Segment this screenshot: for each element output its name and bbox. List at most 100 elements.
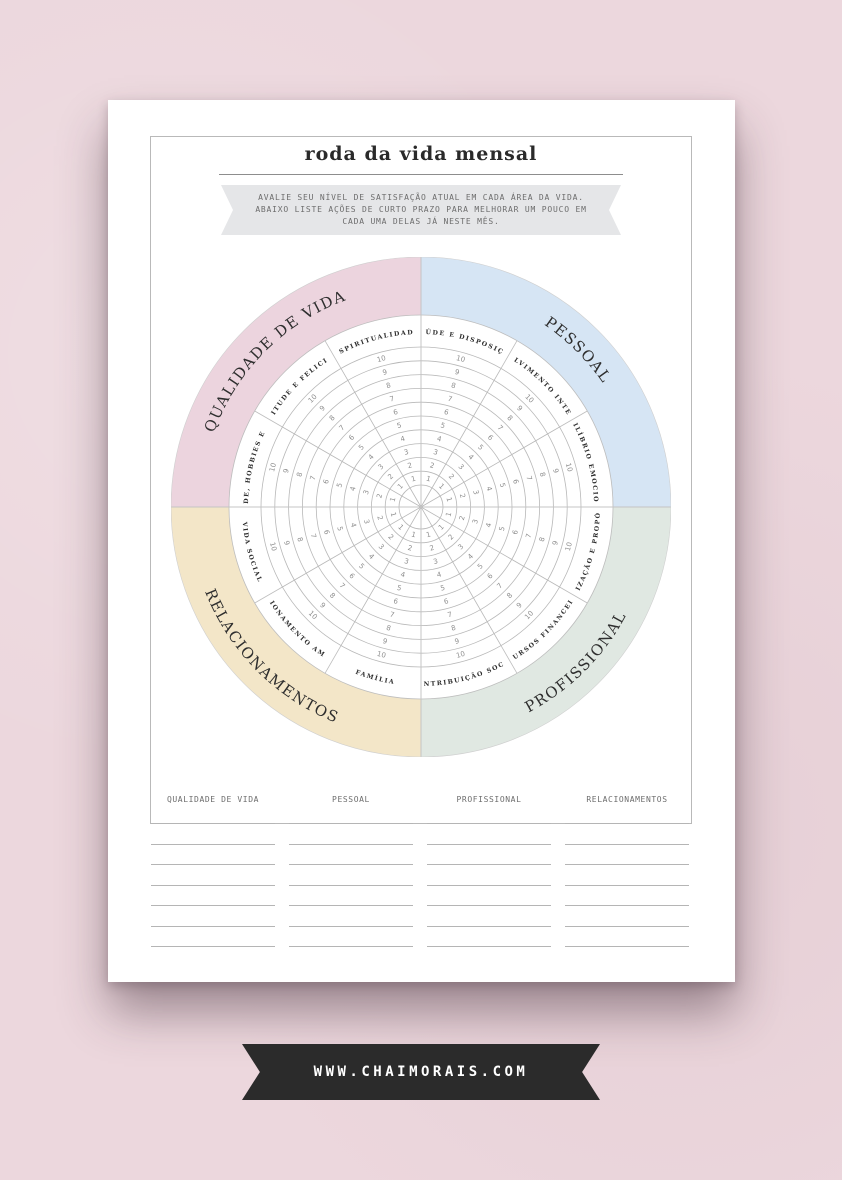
writing-line[interactable]: [289, 823, 413, 824]
scale-number: 3: [471, 518, 480, 524]
band-divider: [254, 586, 283, 604]
scale-number: 6: [347, 433, 356, 442]
writing-line[interactable]: [565, 925, 689, 927]
sheet-frame: roda da vida mensal AVALIE SEU NÍVEL DE …: [150, 136, 692, 947]
writing-line[interactable]: [427, 864, 551, 865]
writing-line[interactable]: [565, 905, 689, 906]
writing-line[interactable]: [289, 884, 413, 886]
scale-number: 8: [385, 624, 391, 633]
scale-number: 6: [486, 571, 495, 580]
scale-number: 5: [476, 562, 485, 571]
scale-number: 7: [496, 582, 505, 591]
scale-number: 8: [505, 591, 514, 600]
scale-number: 8: [538, 471, 547, 477]
writing-line[interactable]: [151, 946, 275, 947]
band-divider: [500, 645, 518, 674]
band-divider: [324, 645, 342, 674]
scale-number: 3: [362, 489, 371, 495]
scale-number: 4: [367, 453, 376, 462]
scale-number: 8: [538, 536, 547, 542]
writing-line[interactable]: [151, 905, 275, 906]
scale-number: 10: [564, 462, 574, 473]
writing-line[interactable]: [151, 843, 275, 845]
scale-number: 9: [282, 468, 291, 474]
writing-line[interactable]: [565, 946, 689, 947]
scale-number: 5: [476, 443, 485, 452]
scale-number: 5: [440, 584, 446, 593]
writing-line[interactable]: [565, 864, 689, 865]
scale-number: 10: [268, 541, 278, 552]
scale-number: 5: [396, 421, 402, 430]
scale-number: 3: [377, 543, 386, 552]
writing-line[interactable]: [151, 864, 275, 865]
scale-number: 10: [376, 650, 387, 660]
instructions-ribbon: AVALIE SEU NÍVEL DE SATISFAÇÃO ATUAL EM …: [221, 185, 621, 235]
scale-number: 10: [268, 462, 278, 473]
writing-line[interactable]: [427, 905, 551, 906]
writing-line[interactable]: [427, 884, 551, 886]
scale-number: 4: [436, 570, 443, 579]
scale-number: 9: [551, 468, 560, 474]
writing-line[interactable]: [427, 843, 551, 845]
scale-number: 10: [564, 541, 574, 552]
writing-line[interactable]: [427, 925, 551, 927]
scale-number: 3: [457, 543, 466, 552]
scale-number: 9: [515, 601, 524, 610]
scale-number: 4: [400, 570, 407, 579]
band-divider: [559, 586, 588, 604]
scale-number: 3: [362, 518, 371, 524]
scale-number: 9: [318, 601, 327, 610]
scale-number: 5: [396, 584, 402, 593]
writing-line[interactable]: [289, 864, 413, 865]
scale-number: 2: [407, 544, 413, 553]
band-divider: [500, 340, 518, 369]
scale-number: 9: [454, 637, 460, 646]
scale-number: 3: [432, 557, 438, 566]
scale-number: 7: [338, 582, 347, 591]
scale-number: 8: [505, 414, 514, 423]
scale-number: 10: [307, 393, 319, 405]
scale-number: 6: [322, 478, 331, 485]
scale-number: 9: [318, 404, 327, 413]
scale-number: 9: [454, 368, 460, 377]
writing-line[interactable]: [565, 884, 689, 886]
writing-line[interactable]: [289, 925, 413, 927]
scale-number: 3: [377, 463, 386, 472]
spoke: [340, 506, 422, 646]
writing-line[interactable]: [289, 843, 413, 845]
instructions-text: AVALIE SEU NÍVEL DE SATISFAÇÃO ATUAL EM …: [255, 193, 587, 226]
scale-number: 2: [386, 533, 395, 542]
scale-number: 6: [443, 408, 450, 417]
scale-number: 5: [498, 482, 507, 488]
scale-number: 4: [466, 453, 475, 462]
writing-line[interactable]: [151, 925, 275, 927]
scale-number: 1: [425, 475, 431, 484]
scale-number: 1: [396, 523, 405, 532]
band-divider: [559, 410, 588, 428]
writing-line[interactable]: [289, 946, 413, 947]
scale-number: 10: [307, 609, 319, 621]
scale-number: 4: [436, 435, 443, 444]
area-band-3: [171, 507, 421, 757]
writing-line[interactable]: [427, 946, 551, 947]
writing-line[interactable]: [289, 905, 413, 906]
scale-number: 2: [375, 493, 384, 499]
scale-number: 5: [357, 562, 366, 571]
writing-line[interactable]: [151, 884, 275, 886]
website-banner: WWW.CHAIMORAIS.COM: [242, 1044, 600, 1100]
writing-line[interactable]: [427, 823, 551, 824]
writing-line[interactable]: [151, 823, 275, 824]
writing-line[interactable]: [565, 843, 689, 845]
area-band-2: [421, 507, 671, 757]
scale-number: 9: [551, 540, 560, 546]
writing-line[interactable]: [565, 823, 689, 824]
scale-number: 2: [429, 544, 435, 553]
scale-number: 7: [309, 475, 318, 481]
page-title: roda da vida mensal: [304, 143, 538, 165]
scale-number: 6: [486, 433, 495, 442]
scale-number: 7: [524, 533, 533, 539]
scale-number: 5: [335, 526, 344, 532]
scale-number: 4: [400, 435, 407, 444]
scale-number: 2: [458, 493, 467, 499]
scale-number: 1: [444, 496, 453, 502]
